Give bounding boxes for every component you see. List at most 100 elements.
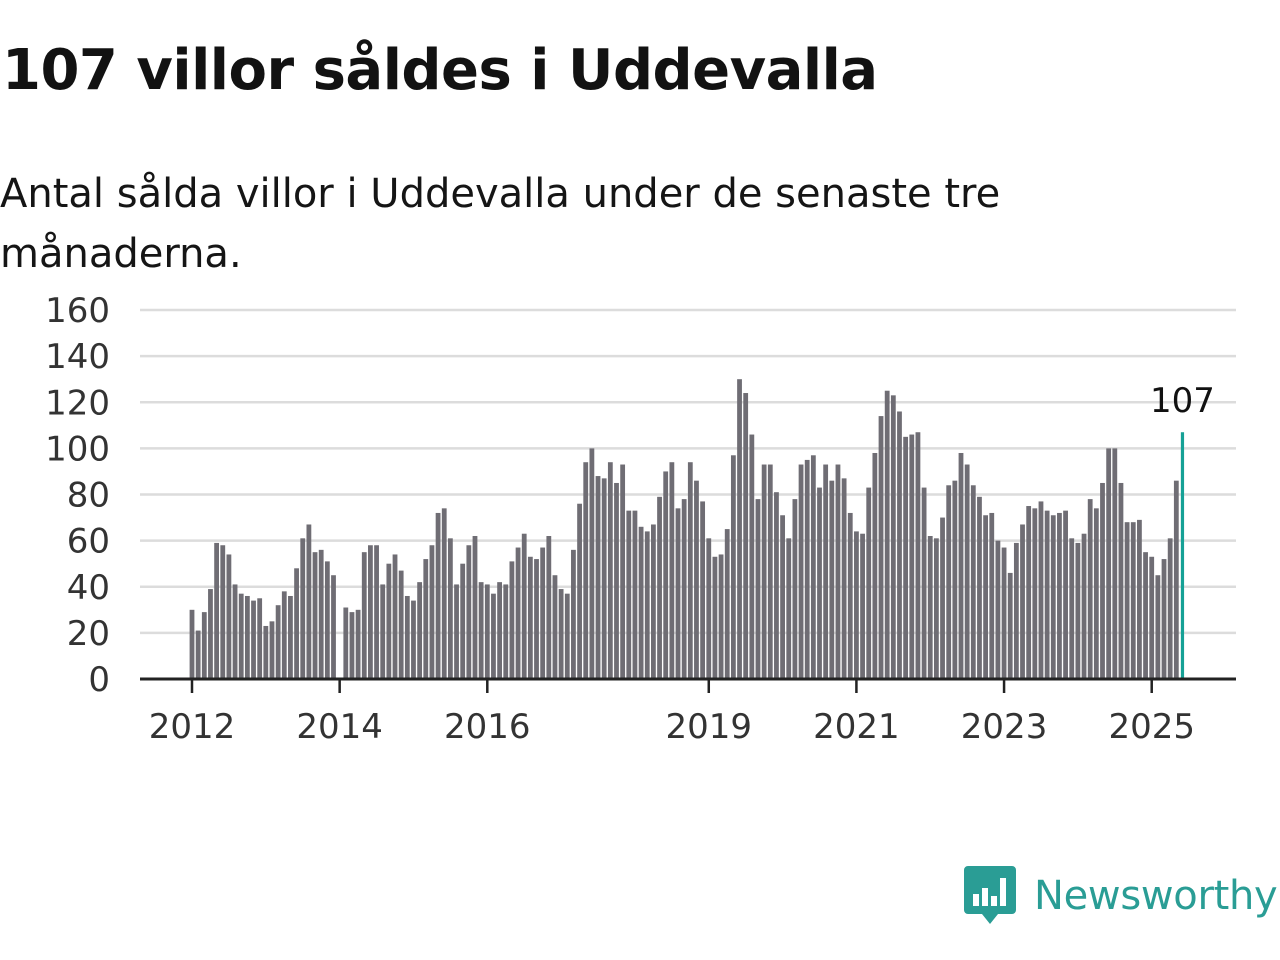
bar: [361, 552, 367, 679]
y-tick-label: 20: [67, 614, 110, 654]
bar: [398, 570, 404, 679]
bar: [571, 549, 576, 679]
bar: [1038, 501, 1044, 679]
bar: [380, 584, 386, 679]
bar: [872, 452, 878, 679]
x-tick-label: 2016: [444, 707, 531, 747]
y-tick-label: 120: [45, 383, 110, 423]
bar: [503, 584, 509, 679]
x-axis: [140, 677, 1236, 693]
bar: [786, 538, 792, 679]
bar: [601, 478, 607, 679]
bar: [675, 508, 681, 679]
y-tick-label: 160: [45, 291, 110, 331]
bar: [1020, 524, 1025, 679]
bar: [417, 582, 423, 679]
bar: [607, 462, 613, 679]
bar: [638, 526, 644, 679]
bar: [1069, 538, 1075, 679]
bar: [1130, 522, 1136, 679]
bar: [220, 545, 226, 679]
bar: [977, 496, 982, 679]
bar: [214, 542, 220, 679]
bar: [1081, 533, 1087, 679]
bar: [429, 545, 435, 679]
bar: [970, 485, 976, 679]
bar: [798, 464, 804, 679]
bar: [491, 593, 496, 679]
bar: [423, 559, 429, 679]
bar: [700, 501, 706, 679]
x-tick-label: 2019: [666, 707, 753, 747]
chart-title: 107 villor såldes i Uddevalla: [2, 38, 878, 103]
bar: [1137, 519, 1142, 679]
bar: [1118, 482, 1124, 679]
bar: [226, 554, 232, 679]
bar: [540, 547, 546, 679]
bar: [1044, 510, 1050, 679]
bar: [558, 589, 564, 679]
bar: [1167, 538, 1173, 679]
bar: [195, 630, 201, 679]
bar: [1093, 508, 1099, 679]
bar: [694, 480, 699, 679]
bar: [478, 582, 484, 679]
bar: [1149, 556, 1155, 679]
bar: [368, 545, 373, 679]
bar: [903, 436, 909, 679]
bar: [663, 471, 669, 679]
bar: [792, 499, 798, 679]
bar: [921, 487, 927, 679]
bar: [257, 598, 263, 679]
bar: [730, 455, 736, 679]
bar: [915, 432, 921, 679]
bar: [583, 462, 589, 679]
bar: [201, 612, 207, 679]
bar: [306, 524, 312, 679]
bar: [447, 538, 453, 679]
bar: [515, 547, 521, 679]
y-tick-label: 0: [88, 660, 110, 700]
bar: [737, 379, 742, 679]
bar: [1124, 522, 1130, 679]
bar: [1075, 542, 1081, 679]
bar: [657, 496, 662, 679]
bar: [466, 545, 472, 679]
bar: [404, 595, 410, 679]
bar: [472, 536, 478, 679]
bar: [1050, 515, 1056, 679]
bar: [281, 591, 287, 679]
bar: [718, 554, 724, 679]
bar: [761, 464, 767, 679]
x-axis-tick-labels: 2012 2014 2016 2019 2021 2023 2025: [149, 707, 1195, 747]
bar: [460, 563, 466, 679]
bar: [823, 464, 829, 679]
bar: [300, 538, 306, 679]
bar: [269, 621, 275, 679]
highlight-value-label: 107: [1150, 381, 1215, 421]
bar: [244, 595, 250, 679]
bar: [1026, 506, 1032, 679]
bar: [614, 482, 619, 679]
bar: [749, 434, 755, 679]
x-tick-label: 2023: [961, 707, 1048, 747]
brand-logo: Newsworthy: [964, 866, 1278, 926]
bar: [743, 393, 749, 679]
bar: [626, 510, 632, 679]
bar: [1155, 575, 1161, 679]
bar: [1143, 552, 1148, 679]
bar: [866, 487, 872, 679]
bar: [755, 499, 761, 679]
bar: [386, 563, 392, 679]
bar: [841, 478, 847, 679]
bar: [644, 531, 650, 679]
bar: [552, 575, 558, 679]
bar: [860, 533, 865, 679]
bar: [275, 605, 281, 679]
bar: [958, 452, 964, 679]
bar: [232, 584, 238, 679]
bar: [288, 595, 293, 679]
bar: [595, 476, 601, 679]
bar: [1087, 499, 1093, 679]
